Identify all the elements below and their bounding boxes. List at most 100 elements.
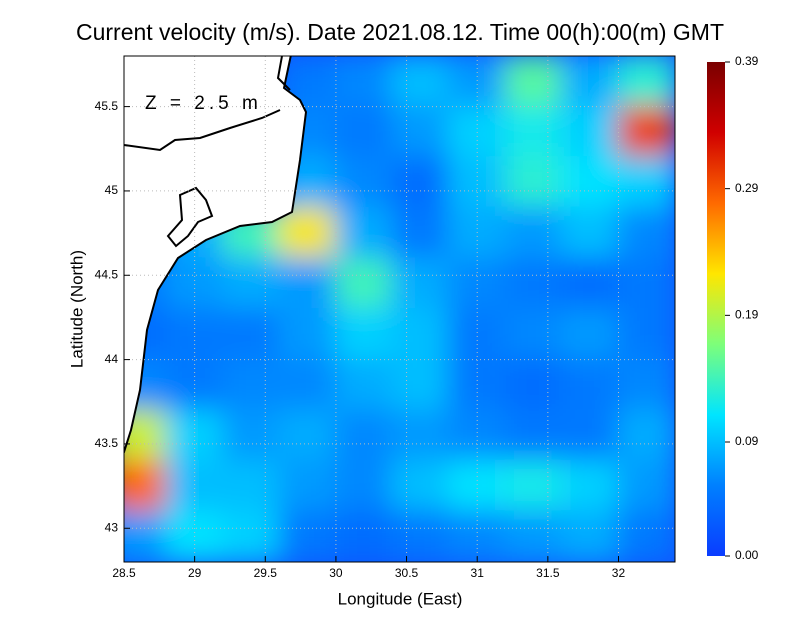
speed-cell [617,206,675,260]
y-tick-label: 43.5 [95,436,119,450]
y-tick-label: 45 [105,183,119,197]
x-axis-label: Longitude (East) [338,589,463,608]
speed-cell [334,308,394,361]
speed-cell [221,257,281,310]
speed-cell [447,409,507,462]
colorbar-tick-label: 0.09 [735,434,759,448]
x-tick-label: 30.5 [395,566,419,580]
speed-cell [560,409,620,462]
speed-cell [504,510,563,562]
speed-cell [504,156,563,209]
plot-frame [123,55,676,563]
speed-cell [334,257,394,310]
border-line [124,109,281,152]
speed-cell [391,206,450,260]
chart-title: Current velocity (m/s). Date 2021.08.12.… [76,19,724,45]
speed-cell [334,459,394,513]
y-axis-label: Latitude (North) [67,250,86,368]
x-tick-label: 32 [612,566,626,580]
colorbar-tick-label: 0.39 [735,54,759,68]
land [124,56,308,453]
speed-cell [334,206,394,260]
speed-cell [504,308,563,361]
speed-cell [221,459,281,513]
speed-cell [504,105,563,159]
coastline [124,56,308,453]
speed-cell [560,206,620,260]
speed-cell [278,510,337,562]
speed-cell [391,358,450,412]
speed-cell [334,409,394,462]
y-tick-label: 44 [105,352,119,366]
speed-cell [447,56,507,108]
speed-cell [391,105,450,159]
speed-cell [617,358,675,412]
x-tick-label: 28.5 [112,566,136,580]
speed-cell [334,510,394,562]
colorbar-ticks: 0.00 0.09 0.19 0.29 0.39 [725,54,759,562]
speed-cell [391,459,450,513]
speed-cell [391,257,450,310]
speed-cell [560,56,620,108]
x-tick-label: 30 [329,566,343,580]
speed-cell [334,358,394,412]
speed-cell [221,358,281,412]
speed-cell [617,510,675,562]
speed-cell [278,206,337,260]
speed-cell [278,358,337,412]
speed-cell [504,56,563,108]
speed-cell [617,459,675,513]
depth-annotation: Z = 2.5 m [145,93,262,114]
speed-cell [617,308,675,361]
speed-cell [617,56,675,108]
speed-cell [447,257,507,310]
speed-cell [278,409,337,462]
speed-cell [334,156,394,209]
speed-cell [334,105,394,159]
speed-cell [504,459,563,513]
speed-cell [447,206,507,260]
colorbar [707,62,725,556]
speed-cell [617,409,675,462]
speed-cell [391,156,450,209]
speed-cell [504,358,563,412]
speed-cell [221,308,281,361]
x-tick-label: 29 [188,566,202,580]
speed-cell [278,459,337,513]
speed-cell [504,257,563,310]
speed-cell [617,105,675,159]
y-tick-label: 45.5 [95,99,119,113]
speed-cell [560,308,620,361]
speed-cell [334,56,394,108]
speed-cell [124,510,168,562]
speed-cell [617,156,675,209]
x-tick-label: 31.5 [536,566,560,580]
speed-cell [124,459,168,513]
speed-cell [617,257,675,310]
speed-cell [278,257,337,310]
speed-cell [560,105,620,159]
speed-cell [504,409,563,462]
speed-cell [221,409,281,462]
colorbar-tick-label: 0.29 [735,181,759,195]
colorbar-tick-label: 0.00 [735,548,759,562]
speed-cell [560,358,620,412]
x-tick-label: 29.5 [254,566,278,580]
speed-cell [447,105,507,159]
speed-cell [560,156,620,209]
speed-cell [391,510,450,562]
speed-cell [391,56,450,108]
y-tick-label: 43 [105,520,119,534]
speed-cell [165,257,224,310]
speed-cell [560,459,620,513]
speed-cell [504,206,563,260]
speed-cell [391,308,450,361]
speed-cell [221,510,281,562]
x-tick-label: 31 [471,566,485,580]
lagoon [166,186,214,248]
estuary [276,56,291,91]
speed-cell [165,409,224,462]
speed-cell [560,510,620,562]
speed-cell [391,409,450,462]
